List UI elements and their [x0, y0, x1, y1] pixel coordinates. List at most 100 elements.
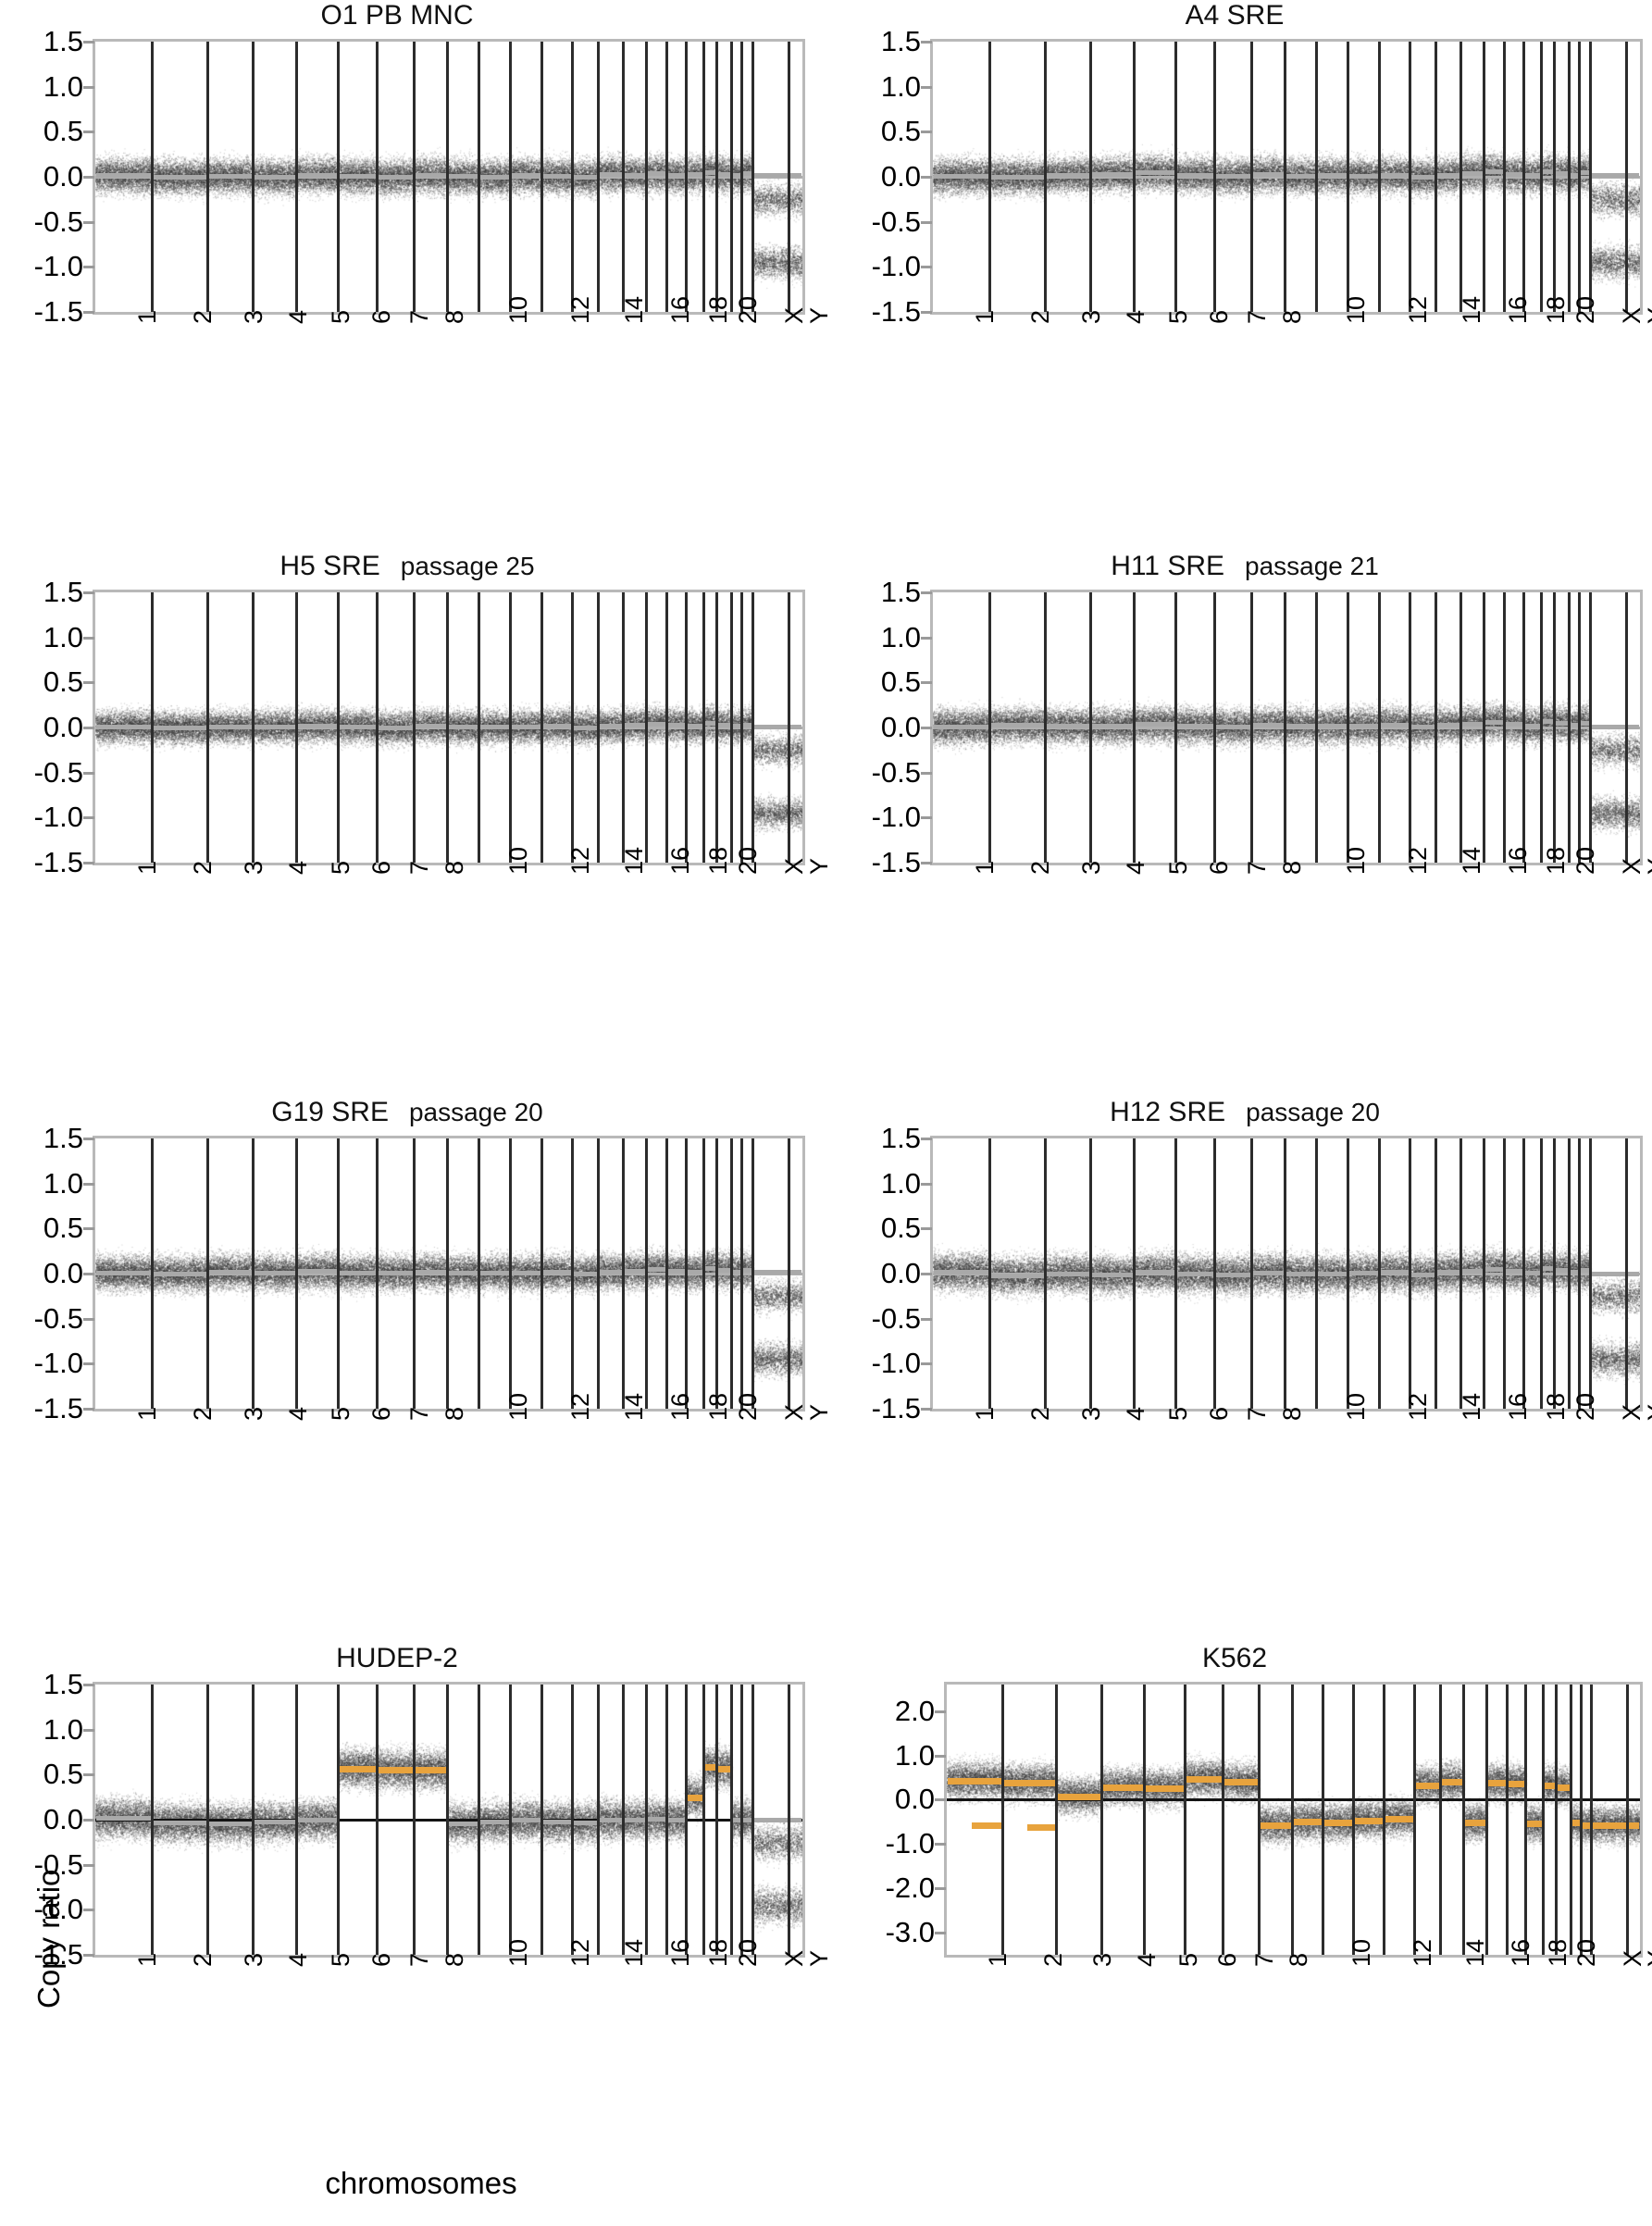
- segment-mean: [647, 722, 666, 727]
- x-tick-label: 12: [1403, 846, 1432, 875]
- y-tick-mark: [83, 1317, 94, 1321]
- y-tick-mark: [83, 1138, 94, 1140]
- segment-mean-altered: [1293, 1819, 1323, 1826]
- x-tick-label: 8: [1277, 1406, 1306, 1421]
- x-tick-label: 1: [132, 1952, 161, 1967]
- segment-mean: [1436, 173, 1459, 179]
- segment-mean: [1176, 1272, 1214, 1276]
- segment-mean: [1461, 1269, 1484, 1275]
- segment-mean: [1461, 722, 1484, 727]
- segment-mean: [1046, 724, 1090, 729]
- segment-mean: [573, 726, 598, 730]
- x-tick-label: 14: [1457, 846, 1485, 875]
- segment-mean: [415, 724, 447, 729]
- x-tick-label: 2: [1038, 1952, 1067, 1967]
- x-tick-label: 5: [327, 860, 355, 875]
- segment-mean: [1286, 1272, 1316, 1276]
- x-tick-label: 14: [619, 1392, 648, 1421]
- segment-mean: [1252, 1271, 1285, 1276]
- segment-mean: [448, 174, 478, 180]
- x-tick-label: 7: [1242, 309, 1271, 324]
- y-tick-label: 0.5: [880, 665, 921, 699]
- x-tick-label: 8: [440, 1952, 468, 1967]
- segment-mean: [254, 1819, 296, 1824]
- segment-mean: [1176, 724, 1214, 729]
- y-tick-mark: [921, 41, 932, 44]
- x-tick-label: 18: [703, 1938, 732, 1967]
- x-tick-label: 5: [1164, 860, 1193, 875]
- y-tick-label: 0.0: [880, 1257, 921, 1289]
- segment-mean: [448, 725, 478, 730]
- x-tick-label: 7: [1242, 860, 1271, 875]
- y-tick-label: -1.0: [871, 801, 921, 834]
- segment-mean: [1542, 169, 1554, 175]
- panel-title: K562: [838, 1643, 1652, 1674]
- segment-mean: [732, 724, 741, 729]
- y-tick-label: -3.0: [885, 1916, 935, 1949]
- segment-mean: [647, 171, 666, 177]
- segment-mean: [153, 175, 207, 180]
- segment-mean: [717, 1268, 731, 1274]
- panel-title-text: H11 SRE: [1111, 551, 1225, 581]
- segment-mean: [339, 1271, 377, 1276]
- x-tick-label: Y: [1643, 1404, 1652, 1421]
- y-tick-label: 0.5: [43, 1212, 83, 1245]
- segment-mean: [153, 726, 207, 730]
- segment-mean-altered: [1354, 1818, 1384, 1824]
- segment-mean-altered: [1415, 1782, 1440, 1789]
- segment-mean: [990, 723, 1045, 728]
- segment-mean: [573, 1272, 598, 1276]
- segment-mean: [1627, 1272, 1639, 1276]
- y-tick-label: -1.0: [33, 801, 83, 834]
- x-tick-label: 8: [440, 309, 468, 324]
- segment-mean: [687, 172, 703, 178]
- x-tick-label: 4: [284, 1406, 313, 1421]
- y-tick-label: 1.5: [43, 576, 83, 608]
- segment-mean: [1286, 174, 1316, 180]
- x-tick-label: 18: [703, 1392, 732, 1421]
- y-tick-label: 1.0: [43, 69, 83, 103]
- segment-mean: [297, 724, 338, 729]
- x-tick-label: 6: [366, 860, 395, 875]
- x-tick-label: 7: [404, 1952, 433, 1967]
- x-tick-label: 20: [733, 846, 762, 875]
- x-tick-label: 10: [1348, 1938, 1376, 1967]
- segment-mean: [1410, 175, 1435, 180]
- segment-mean-altered: [687, 1794, 703, 1801]
- segment-mean: [448, 1271, 478, 1276]
- segment-mean: [753, 725, 789, 730]
- y-tick-label: -0.5: [871, 1301, 921, 1335]
- plot-area: [93, 39, 805, 315]
- y-tick-mark: [921, 311, 932, 314]
- segment-mean: [208, 725, 253, 730]
- segment-mean: [1380, 173, 1410, 179]
- plot-area: [930, 39, 1643, 315]
- segment-mean: [687, 1270, 703, 1275]
- segment-mean: [732, 1270, 741, 1275]
- segment-mean: [1524, 173, 1541, 179]
- y-tick-mark: [83, 636, 94, 640]
- y-tick-mark: [921, 1362, 932, 1366]
- x-tick-label: 7: [404, 309, 433, 324]
- x-tick-label: 20: [733, 1392, 762, 1421]
- segment-mean-altered: [1003, 1780, 1056, 1787]
- x-tick-label: X: [780, 1403, 809, 1421]
- y-tick-label: 0.5: [43, 115, 83, 148]
- x-tick-label: 4: [284, 1952, 313, 1967]
- y-tick-mark: [83, 41, 94, 44]
- y-tick-label: 1.0: [880, 1166, 921, 1200]
- segment-mean: [1380, 723, 1410, 728]
- chromosome-boundaries: [95, 592, 802, 863]
- x-tick-label: 3: [1088, 1952, 1117, 1967]
- segment-mean: [479, 725, 510, 730]
- y-tick-label: 0.5: [880, 115, 921, 148]
- x-tick-label: X: [1618, 1403, 1646, 1421]
- segment-mean-altered: [339, 1765, 377, 1772]
- segment-mean-altered: [1508, 1781, 1525, 1788]
- chromosome-boundaries: [933, 592, 1640, 863]
- y-tick-mark: [83, 1954, 94, 1957]
- y-tick-label: 0.0: [43, 711, 83, 743]
- segment-mean: [1542, 719, 1554, 725]
- y-tick-label: 1.5: [880, 25, 921, 57]
